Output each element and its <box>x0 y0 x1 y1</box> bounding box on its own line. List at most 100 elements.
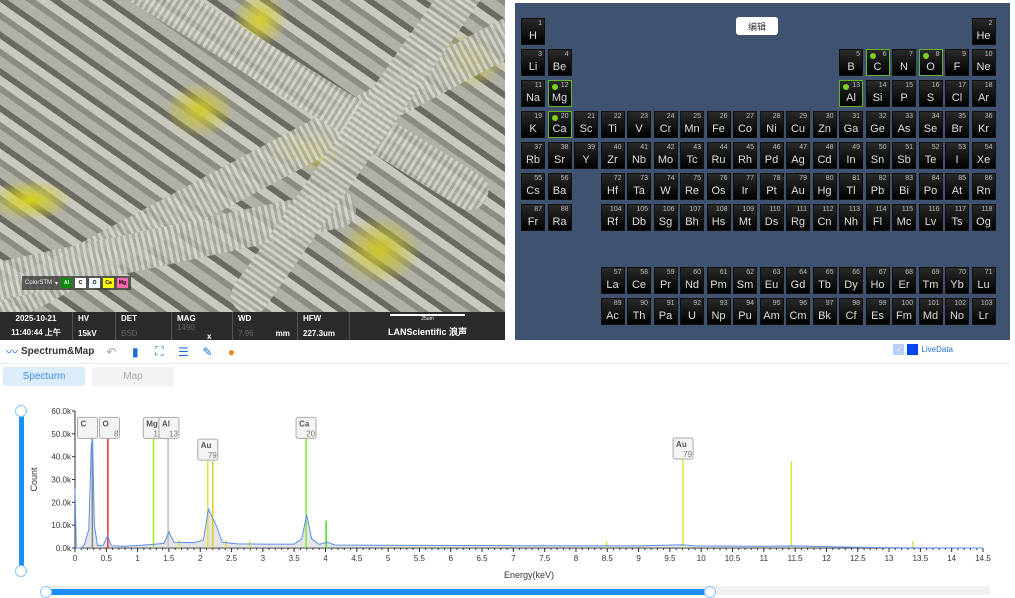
element-si[interactable]: 14 Si <box>865 80 890 107</box>
det-select[interactable]: BSD <box>121 329 138 338</box>
element-mn[interactable]: 25 Mn <box>680 111 704 138</box>
element-xe[interactable]: 54 Xe <box>971 142 996 169</box>
element-dy[interactable]: 66 Dy <box>839 267 863 294</box>
layers-icon[interactable]: ☰ <box>177 344 189 359</box>
tab-map[interactable]: Map <box>92 367 174 386</box>
y-slider-bottom-handle[interactable] <box>15 565 27 577</box>
element-v[interactable]: 23 V <box>627 111 651 138</box>
x-range-slider[interactable] <box>40 586 990 598</box>
wd-select[interactable]: 7.96 <box>238 329 254 338</box>
element-pt[interactable]: 78 Pt <box>759 173 784 200</box>
element-cs[interactable]: 55 Cs <box>521 173 545 200</box>
mag-input[interactable]: 1490 <box>177 323 195 332</box>
element-eu[interactable]: 63 Eu <box>759 267 784 294</box>
element-mg[interactable]: 12 Mg <box>547 80 572 107</box>
element-hg[interactable]: 80 Hg <box>812 173 837 200</box>
y-slider-top-handle[interactable] <box>15 405 27 417</box>
element-la[interactable]: 57 La <box>600 267 625 294</box>
element-sm[interactable]: 62 Sm <box>733 267 757 294</box>
element-rb[interactable]: 37 Rb <box>521 142 545 169</box>
element-am[interactable]: 95 Am <box>759 298 784 325</box>
element-au[interactable]: 79 Au <box>786 173 810 200</box>
element-bk[interactable]: 97 Bk <box>812 298 837 325</box>
element-gd[interactable]: 64 Gd <box>786 267 810 294</box>
element-zr[interactable]: 40 Zr <box>600 142 625 169</box>
color-chip-ca[interactable]: Ca <box>103 278 115 288</box>
live-data-checkbox[interactable]: ✓ <box>893 344 905 355</box>
element-tb[interactable]: 65 Tb <box>812 267 837 294</box>
element-os[interactable]: 76 Os <box>706 173 731 200</box>
element-in[interactable]: 49 In <box>839 142 863 169</box>
x-slider-right-handle[interactable] <box>704 586 716 598</box>
element-ni[interactable]: 28 Ni <box>759 111 784 138</box>
peak-label-o[interactable]: O8 <box>98 416 120 439</box>
y-range-slider[interactable] <box>15 405 27 577</box>
element-ca[interactable]: 20 Ca <box>547 111 572 138</box>
element-te[interactable]: 52 Te <box>918 142 943 169</box>
element-tm[interactable]: 69 Tm <box>918 267 943 294</box>
element-lu[interactable]: 71 Lu <box>971 267 996 294</box>
element-fe[interactable]: 26 Fe <box>706 111 731 138</box>
color-chip-c[interactable]: C <box>75 278 87 288</box>
element-he[interactable]: 2 He <box>971 18 996 45</box>
element-fm[interactable]: 100 Fm <box>892 298 916 325</box>
element-rn[interactable]: 86 Rn <box>971 173 996 200</box>
element-es[interactable]: 99 Es <box>865 298 890 325</box>
element-re[interactable]: 75 Re <box>680 173 704 200</box>
element-at[interactable]: 85 At <box>945 173 969 200</box>
element-fr[interactable]: 87 Fr <box>521 204 545 231</box>
element-tag-icon[interactable]: ● <box>227 344 235 359</box>
element-ga[interactable]: 31 Ga <box>839 111 863 138</box>
element-mt[interactable]: 109 Mt <box>733 204 757 231</box>
element-kr[interactable]: 36 Kr <box>971 111 996 138</box>
element-be[interactable]: 4 Be <box>547 49 572 76</box>
x-slider-left-handle[interactable] <box>40 586 52 598</box>
element-pm[interactable]: 61 Pm <box>706 267 731 294</box>
element-i[interactable]: 53 I <box>945 142 969 169</box>
undo-icon[interactable]: ↶ <box>106 344 117 359</box>
element-th[interactable]: 90 Th <box>627 298 651 325</box>
element-nd[interactable]: 60 Nd <box>680 267 704 294</box>
element-bh[interactable]: 107 Bh <box>680 204 704 231</box>
element-ho[interactable]: 67 Ho <box>865 267 890 294</box>
element-rf[interactable]: 104 Rf <box>600 204 625 231</box>
element-cr[interactable]: 24 Cr <box>653 111 678 138</box>
element-pr[interactable]: 59 Pr <box>653 267 678 294</box>
colorstm-legend[interactable]: ColorSTM ▾ Al C O Ca Mg <box>22 276 132 290</box>
element-ir[interactable]: 77 Ir <box>733 173 757 200</box>
element-ti[interactable]: 22 Ti <box>600 111 625 138</box>
element-ne[interactable]: 10 Ne <box>971 49 996 76</box>
element-cn[interactable]: 112 Cn <box>812 204 837 231</box>
color-chip-mg[interactable]: Mg <box>117 278 129 288</box>
element-mc[interactable]: 115 Mc <box>892 204 916 231</box>
element-k[interactable]: 19 K <box>521 111 545 138</box>
element-hf[interactable]: 72 Hf <box>600 173 625 200</box>
element-ts[interactable]: 117 Ts <box>945 204 969 231</box>
color-chip-al[interactable]: Al <box>61 278 73 288</box>
element-sb[interactable]: 51 Sb <box>892 142 916 169</box>
element-ge[interactable]: 32 Ge <box>865 111 890 138</box>
element-hs[interactable]: 108 Hs <box>706 204 731 231</box>
element-no[interactable]: 102 No <box>945 298 969 325</box>
element-yb[interactable]: 70 Yb <box>945 267 969 294</box>
element-co[interactable]: 27 Co <box>733 111 757 138</box>
element-li[interactable]: 3 Li <box>521 49 545 76</box>
element-pb[interactable]: 82 Pb <box>865 173 890 200</box>
element-md[interactable]: 101 Md <box>918 298 943 325</box>
edit-button[interactable]: 编辑 <box>736 17 778 35</box>
element-cf[interactable]: 98 Cf <box>839 298 863 325</box>
element-sg[interactable]: 106 Sg <box>653 204 678 231</box>
element-ba[interactable]: 56 Ba <box>547 173 572 200</box>
element-np[interactable]: 93 Np <box>706 298 731 325</box>
element-db[interactable]: 105 Db <box>627 204 651 231</box>
element-mo[interactable]: 42 Mo <box>653 142 678 169</box>
element-nb[interactable]: 41 Nb <box>627 142 651 169</box>
peak-label-c[interactable]: C <box>77 416 99 439</box>
element-cd[interactable]: 48 Cd <box>812 142 837 169</box>
